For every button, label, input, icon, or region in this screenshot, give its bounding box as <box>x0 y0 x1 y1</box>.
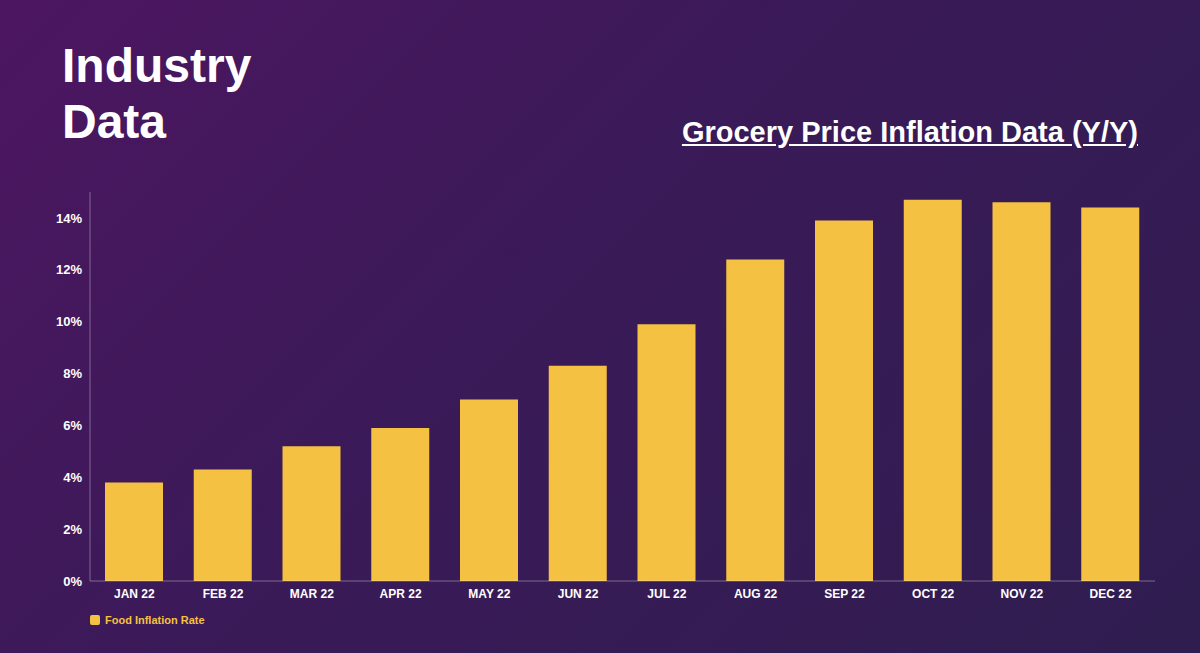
svg-text:MAR 22: MAR 22 <box>290 587 334 601</box>
svg-text:6%: 6% <box>63 418 82 433</box>
html-text:Grocery Price Inflation Data (: Grocery Price Inflation Data (Y/Y) <box>681 116 1138 148</box>
svg-text:2%: 2% <box>63 522 82 537</box>
svg-text:14%: 14% <box>56 211 82 226</box>
svg-text:JUN 22: JUN 22 <box>558 587 599 601</box>
svg-text:DEC 22: DEC 22 <box>1090 587 1132 601</box>
svg-text:JUL 22: JUL 22 <box>647 587 686 601</box>
svg-text:MAY 22: MAY 22 <box>468 587 510 601</box>
svg-text:4%: 4% <box>63 470 82 485</box>
svg-text:NOV 22: NOV 22 <box>1001 587 1044 601</box>
svg-text:FEB 22: FEB 22 <box>203 587 244 601</box>
html-text:Industry Data: Industry Data <box>62 39 252 148</box>
svg-text:AUG 22: AUG 22 <box>734 587 778 601</box>
svg-text:0%: 0% <box>63 574 82 589</box>
svg-text:8%: 8% <box>63 366 82 381</box>
svg-text:APR 22: APR 22 <box>380 587 422 601</box>
svg-text:12%: 12% <box>56 262 82 277</box>
svg-text:OCT 22: OCT 22 <box>912 587 954 601</box>
html-text:Food Inflation Rate: Food Inflation Rate <box>105 614 205 626</box>
svg-text:SEP 22: SEP 22 <box>824 587 865 601</box>
svg-text:10%: 10% <box>56 314 82 329</box>
svg-text:JAN 22: JAN 22 <box>114 587 155 601</box>
